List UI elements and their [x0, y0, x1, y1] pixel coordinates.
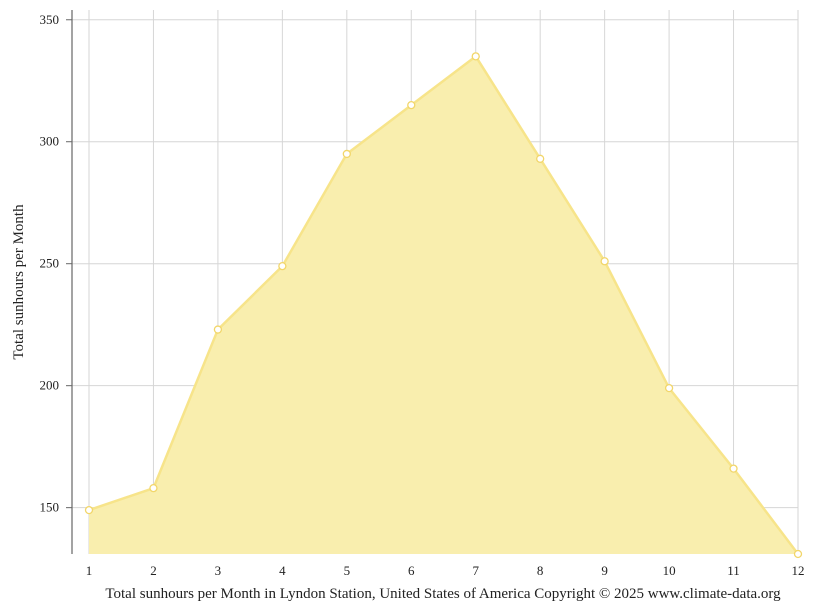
x-tick-label: 3: [215, 563, 222, 578]
y-tick-label: 200: [40, 378, 60, 393]
data-point: [664, 383, 674, 393]
x-tick-label: 9: [601, 563, 608, 578]
x-tick-label: 6: [408, 563, 415, 578]
data-point: [213, 325, 223, 334]
data-point: [600, 257, 609, 266]
y-tick-label: 350: [40, 12, 60, 27]
y-tick-label: 250: [40, 256, 60, 271]
x-tick-label: 1: [86, 563, 93, 578]
data-point: [342, 149, 351, 159]
x-tick-label: 2: [150, 563, 157, 578]
area-series: [88, 55, 799, 555]
data-point: [536, 154, 545, 163]
x-tick-label: 5: [344, 563, 351, 578]
x-tick-label: 10: [663, 563, 676, 578]
data-point: [407, 100, 416, 110]
data-point: [793, 549, 803, 559]
y-tick-label: 150: [40, 500, 60, 515]
x-tick-label: 7: [472, 563, 479, 578]
y-axis-title: Total sunhours per Month: [11, 204, 27, 360]
x-tick-label: 8: [537, 563, 544, 578]
data-point: [149, 483, 158, 493]
data-markers: [84, 52, 803, 559]
data-point: [278, 261, 287, 271]
x-tick-label: 12: [792, 563, 805, 578]
data-point: [471, 52, 480, 61]
area-fill: [89, 56, 798, 554]
axes: [66, 10, 73, 554]
data-point: [84, 505, 94, 515]
data-point: [729, 464, 738, 473]
x-tick-label: 4: [279, 563, 286, 578]
series-line: [88, 55, 799, 555]
y-tick-label: 300: [40, 134, 60, 149]
x-tick-label: 11: [727, 563, 740, 578]
chart-caption: Total sunhours per Month in Lyndon Stati…: [105, 586, 781, 602]
